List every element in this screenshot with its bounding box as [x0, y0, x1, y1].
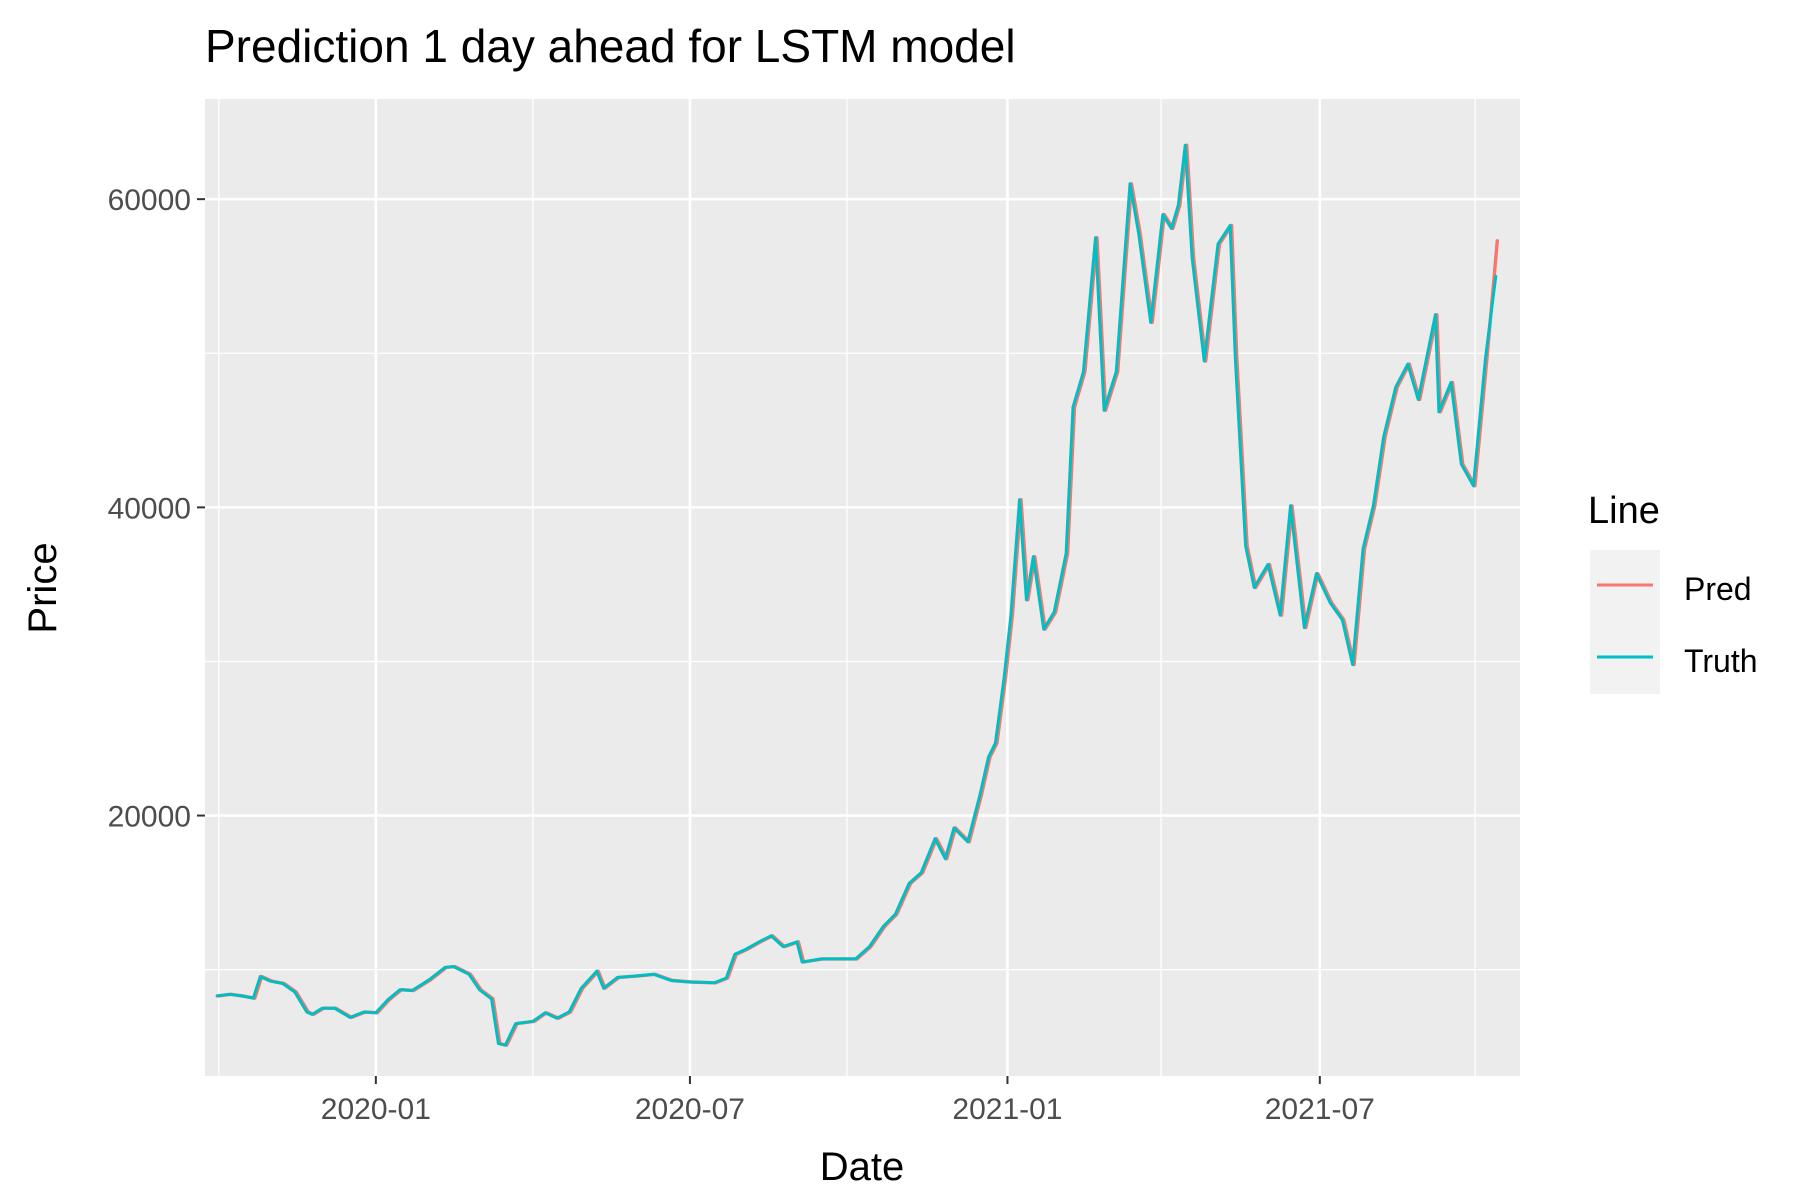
minor-gridlines	[205, 99, 1520, 1076]
x-tick-label-0: 2020-01	[321, 1093, 431, 1126]
y-tick-label-1: 40000	[108, 492, 191, 525]
x-tick-label-3: 2021-07	[1265, 1093, 1375, 1126]
y-axis: 20000 40000 60000	[108, 184, 205, 834]
series-line-truth	[215, 143, 1498, 1047]
legend: Line Pred Truth	[1588, 490, 1758, 694]
x-axis: 2020-01 2020-07 2021-01 2021-07	[321, 1076, 1375, 1126]
x-tick-label-1: 2020-07	[635, 1093, 745, 1126]
y-tick-label-2: 60000	[108, 184, 191, 217]
y-tick-label-0: 20000	[108, 801, 191, 834]
legend-label-truth: Truth	[1684, 643, 1758, 679]
x-axis-label: Date	[820, 1145, 905, 1189]
major-gridlines	[205, 99, 1520, 1076]
legend-label-pred: Pred	[1684, 571, 1752, 607]
y-axis-label: Price	[21, 542, 65, 633]
x-tick-label-2: 2021-01	[952, 1093, 1062, 1126]
legend-title: Line	[1588, 490, 1660, 532]
series-layer	[215, 143, 1499, 1047]
chart-title: Prediction 1 day ahead for LSTM model	[205, 20, 1016, 72]
